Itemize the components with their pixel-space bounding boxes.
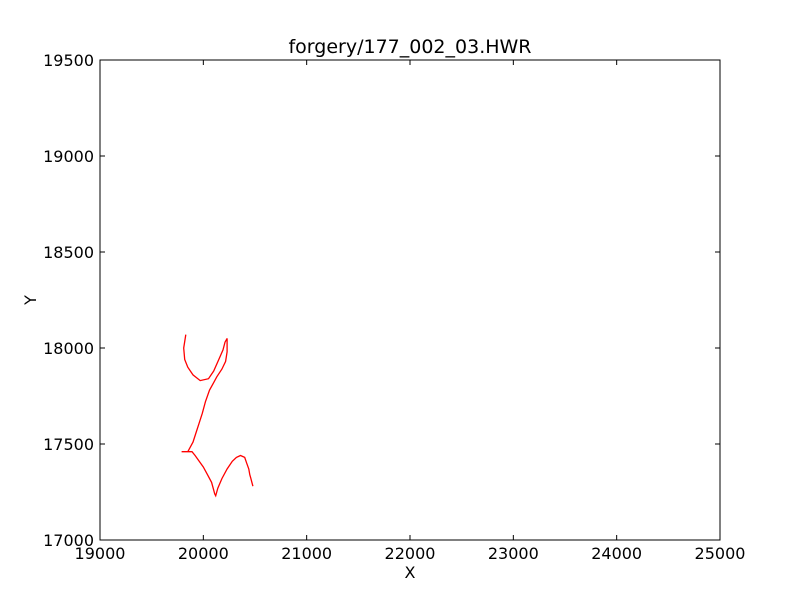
- x-tick-label: 23000: [488, 544, 539, 563]
- y-tick-label: 19500: [43, 51, 94, 70]
- x-axis-label: X: [405, 563, 416, 582]
- y-tick-label: 19000: [43, 147, 94, 166]
- y-tick-label: 17500: [43, 435, 94, 454]
- x-tick-label: 19000: [75, 544, 126, 563]
- x-tick-label: 21000: [281, 544, 332, 563]
- chart-title: forgery/177_002_03.HWR: [288, 36, 531, 58]
- plot-content: [181, 334, 254, 498]
- y-tick-label: 18000: [43, 339, 94, 358]
- y-tick-label: 17000: [43, 531, 94, 550]
- y-tick-label: 18500: [43, 243, 94, 262]
- x-tick-label: 25000: [695, 544, 746, 563]
- x-tick-label: 22000: [385, 544, 436, 563]
- y-axis-ticks: 17000 17500 18000 18500 19000 19500: [43, 51, 720, 550]
- y-axis-label: Y: [21, 295, 40, 306]
- x-axis-ticks: 19000 20000 21000 22000 23000 24000 25000: [75, 60, 746, 563]
- x-tick-label: 24000: [591, 544, 642, 563]
- x-tick-label: 20000: [178, 544, 229, 563]
- series-line-0: [181, 334, 254, 498]
